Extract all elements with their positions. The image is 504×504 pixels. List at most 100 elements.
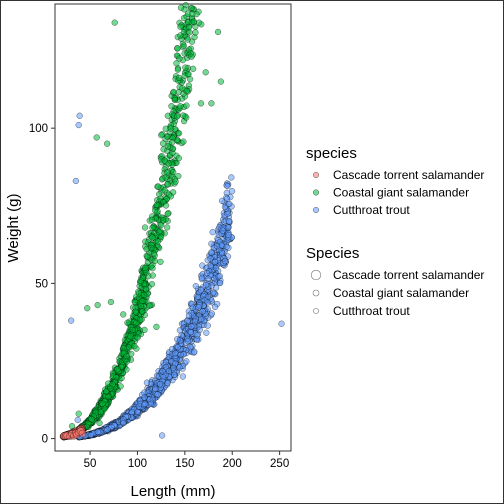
scatter-point xyxy=(168,103,175,110)
scatter-point xyxy=(141,400,149,407)
scatter-point xyxy=(94,301,101,309)
scatter-point xyxy=(189,65,197,72)
legend-label: Cascade torrent salamander xyxy=(333,168,484,182)
scatter-point xyxy=(156,381,164,388)
scatter-point xyxy=(172,178,179,185)
scatter-point xyxy=(173,113,181,120)
scatter-point xyxy=(191,348,198,355)
scatter-point xyxy=(180,29,188,36)
scatter-point xyxy=(185,70,192,78)
scatter-point xyxy=(99,400,106,407)
scatter-point xyxy=(225,218,233,225)
scatter-point xyxy=(214,28,222,36)
scatter-point xyxy=(187,343,194,351)
x-axis-title: Length (mm) xyxy=(130,483,215,500)
x-tick-label: 200 xyxy=(223,458,242,470)
scatter-point xyxy=(88,416,95,423)
scatter-point xyxy=(179,112,187,119)
scatter-point xyxy=(177,4,185,11)
legend-label: Coastal giant salamander xyxy=(333,286,469,300)
scatter-point xyxy=(202,281,210,289)
scatter-point xyxy=(105,393,112,400)
scatter-point xyxy=(208,310,216,317)
scatter-point xyxy=(161,157,168,164)
scatter-point xyxy=(168,345,176,353)
scatter-point xyxy=(278,320,285,327)
scatter-point xyxy=(184,317,191,325)
scatter-point xyxy=(147,400,155,407)
scatter-point xyxy=(142,286,150,293)
scatter-point xyxy=(149,224,156,232)
y-tick-label: 100 xyxy=(29,123,48,135)
scatter-point xyxy=(193,332,201,339)
scatter-point xyxy=(78,429,87,438)
scatter-point xyxy=(157,258,164,266)
scatter-point xyxy=(131,343,138,350)
scatter-point xyxy=(188,53,195,60)
scatter-point xyxy=(120,344,127,352)
scatter-point xyxy=(204,299,211,306)
series-coastal-giant-salamander xyxy=(60,1,225,441)
scatter-point xyxy=(179,373,187,380)
scatter-point xyxy=(93,134,100,141)
points-layer xyxy=(59,1,285,441)
legend-title: Species xyxy=(306,245,359,262)
scatter-point xyxy=(180,138,187,145)
scatter-point xyxy=(139,308,146,315)
scatter-point xyxy=(197,100,205,107)
scatter-point xyxy=(158,432,166,439)
scatter-point xyxy=(103,388,110,395)
legend-key xyxy=(312,289,320,297)
scatter-point xyxy=(162,174,169,181)
scatter-point xyxy=(175,74,183,82)
scatter-point xyxy=(177,23,184,30)
scatter-point xyxy=(185,312,193,319)
scatter-point xyxy=(209,228,216,236)
y-axis-title: Weight (g) xyxy=(5,194,22,263)
scatter-point xyxy=(216,272,223,280)
scatter-point xyxy=(96,419,103,427)
scatter-point xyxy=(134,334,141,341)
legend-label: Cutthroat trout xyxy=(333,203,410,217)
scatter-point xyxy=(184,36,191,43)
scatter-point xyxy=(224,182,231,190)
scatter-point xyxy=(167,125,174,132)
scatter-point xyxy=(142,264,149,272)
scatter-point xyxy=(217,279,224,287)
scatter-point xyxy=(156,228,163,236)
scatter-point xyxy=(188,4,195,12)
scatter-point xyxy=(150,250,158,257)
scatter-point xyxy=(221,203,229,211)
scatter-point xyxy=(132,308,139,315)
scatter-point xyxy=(228,188,236,195)
scatter-point xyxy=(194,293,201,300)
legend-label: Coastal giant salamander xyxy=(333,186,469,200)
scatter-point xyxy=(120,311,127,318)
scatter-point xyxy=(174,336,181,343)
scatter-point xyxy=(171,96,179,104)
scatter-point xyxy=(192,29,199,36)
scatter-point xyxy=(137,277,144,284)
y-tick-label: 50 xyxy=(35,278,48,290)
scatter-point xyxy=(196,326,203,333)
scatter-point xyxy=(198,315,205,323)
scatter-point xyxy=(175,130,183,137)
scatter-point xyxy=(224,210,231,217)
scatter-point xyxy=(67,317,75,324)
scatter-point xyxy=(107,298,115,306)
scatter-point xyxy=(218,249,226,257)
scatter-point xyxy=(103,140,111,147)
scatter-point xyxy=(177,103,184,110)
scatter-point xyxy=(158,132,165,139)
x-tick-label: 50 xyxy=(84,458,97,470)
scatter-point xyxy=(203,329,210,336)
scatter-point xyxy=(149,272,156,279)
scatter-point xyxy=(153,201,161,208)
scatter-point xyxy=(183,102,190,109)
scatter-point xyxy=(182,64,189,71)
scatter-point xyxy=(141,224,149,231)
scatter-point xyxy=(135,290,143,297)
scatter-point xyxy=(187,329,195,336)
scatter-point xyxy=(154,391,161,398)
